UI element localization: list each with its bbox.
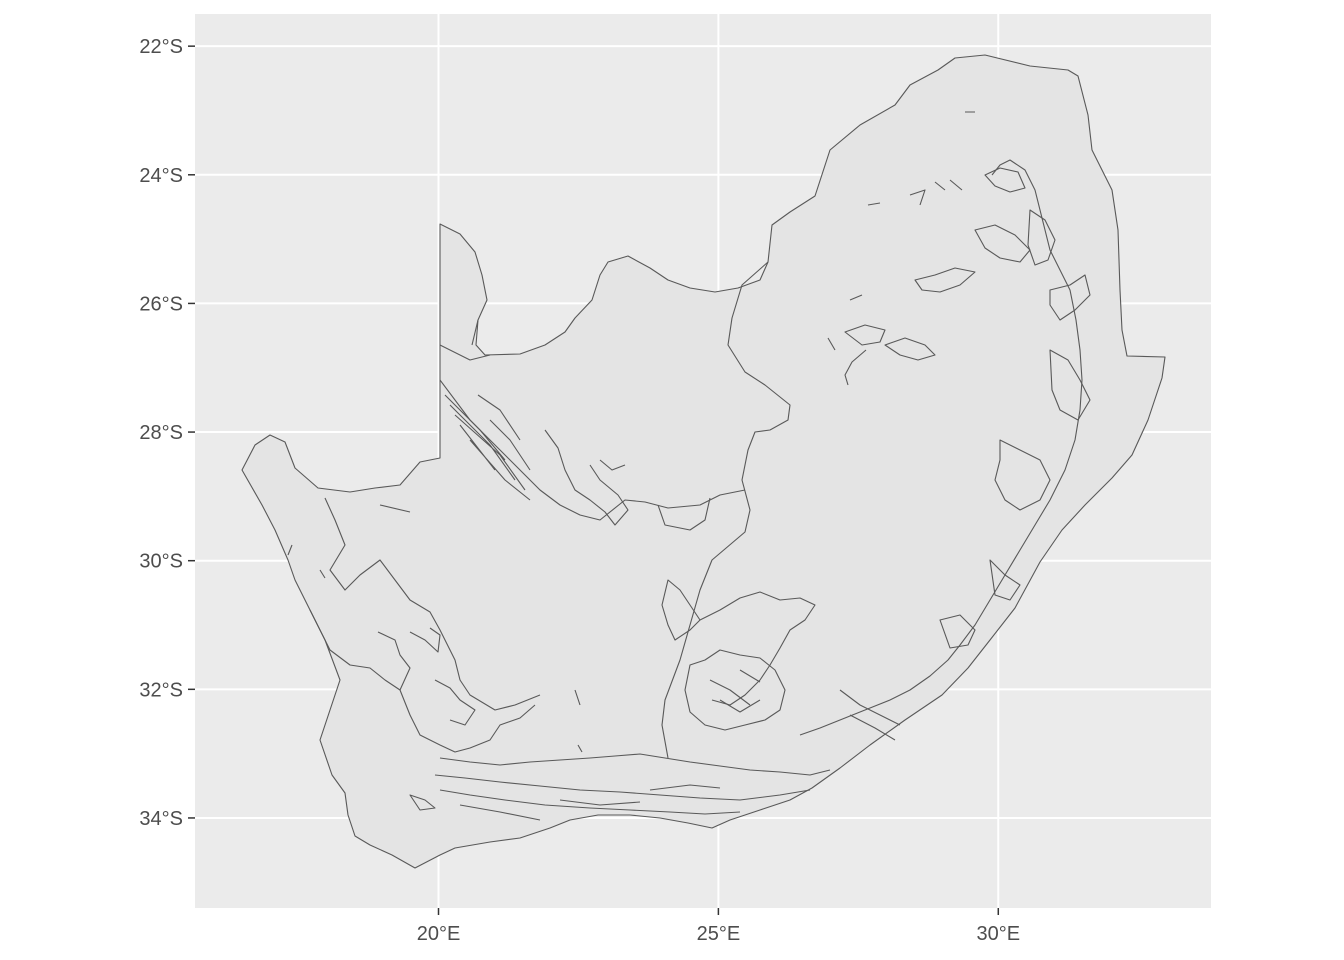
region-boundary	[439, 753, 831, 776]
region-boundary	[799, 159, 1083, 736]
region-boundary	[994, 439, 1051, 511]
region-boundary	[287, 504, 411, 579]
x-axis-labels: 20°E 25°E 30°E	[417, 923, 1020, 945]
region-boundary	[827, 337, 867, 386]
region-boundary	[1027, 209, 1056, 266]
region-boundary	[409, 627, 441, 653]
y-tick-label: 22°S	[139, 36, 183, 58]
region-boundary	[867, 179, 963, 206]
region-boundary	[377, 631, 411, 691]
region-boundary	[661, 261, 791, 759]
axis-ticks	[188, 45, 1000, 915]
region-boundary	[309, 609, 536, 753]
y-tick-label: 32°S	[139, 679, 183, 701]
y-tick-label: 30°S	[139, 551, 183, 573]
region-boundary	[699, 591, 816, 706]
south-africa-map	[241, 54, 1166, 869]
y-tick-label: 24°S	[139, 165, 183, 187]
region-boundary	[709, 669, 761, 713]
region-boundary	[657, 497, 711, 531]
region-boundary	[939, 559, 1021, 649]
region-boundary	[434, 774, 811, 801]
region-boundary	[439, 379, 746, 521]
y-tick-label: 26°S	[139, 293, 183, 315]
region-boundary	[684, 649, 786, 731]
region-boundary	[409, 794, 436, 811]
region-boundary	[849, 111, 975, 301]
region-boundary	[839, 689, 901, 741]
region-boundary	[1049, 274, 1091, 321]
region-boundary	[324, 497, 541, 711]
x-tick-label: 25°E	[697, 923, 741, 945]
region-boundary	[471, 319, 479, 346]
region-boundary	[439, 784, 741, 821]
region-boundary	[914, 267, 976, 293]
region-boundary	[574, 689, 583, 753]
region-boundary	[984, 167, 1026, 193]
x-tick-label: 20°E	[417, 923, 461, 945]
region-boundary	[439, 344, 491, 361]
y-tick-label: 28°S	[139, 422, 183, 444]
region-boundary	[844, 324, 936, 361]
region-boundary	[661, 579, 701, 641]
region-boundary	[544, 429, 629, 526]
region-boundary	[1049, 349, 1091, 421]
region-boundary	[434, 679, 476, 726]
y-tick-label: 34°S	[139, 808, 183, 830]
region-boundary	[444, 394, 531, 501]
region-boundary	[974, 224, 1031, 263]
x-tick-label: 30°E	[976, 923, 1020, 945]
y-axis-labels: 22°S 24°S 26°S 28°S 30°S 32°S 34°S	[139, 36, 183, 830]
